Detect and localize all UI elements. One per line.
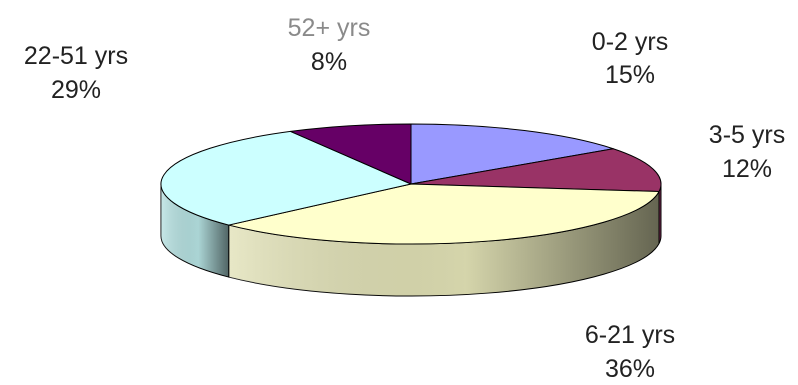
slice-label-0-2-yrs: 0-2 yrs 15% [592, 28, 668, 89]
slice-label-name: 22-51 yrs [24, 42, 128, 70]
slice-label-percent: 29% [51, 76, 101, 104]
pie-slice-22-51-yrs [160, 130, 412, 226]
slice-label-percent: 15% [605, 61, 655, 89]
slice-label-3-5-yrs: 3-5 yrs 12% [709, 121, 785, 183]
slice-label-22-51-yrs: 22-51 yrs 29% [24, 42, 128, 104]
pie-slice-3-5-yrs [410, 148, 662, 193]
slice-label-name: 6-21 yrs [585, 321, 675, 349]
slice-label-name: 3-5 yrs [709, 121, 785, 149]
pie-slice-52-plus-yrs [290, 123, 412, 185]
pie-slice-6-21-yrs [228, 183, 660, 245]
slice-label-6-21-yrs: 6-21 yrs 36% [585, 321, 675, 383]
pie-side-shading-22-51-yrs [161, 184, 229, 278]
slice-label-52-plus-yrs: 52+ yrs 8% [288, 14, 371, 76]
slice-label-percent: 8% [311, 48, 347, 76]
pie-top-faces [160, 123, 662, 245]
slice-label-percent: 12% [722, 155, 772, 183]
slice-label-name: 0-2 yrs [592, 28, 668, 56]
slice-label-name: 52+ yrs [288, 14, 371, 42]
pie-slice-0-2-yrs [410, 123, 614, 185]
slice-label-percent: 36% [605, 355, 655, 383]
